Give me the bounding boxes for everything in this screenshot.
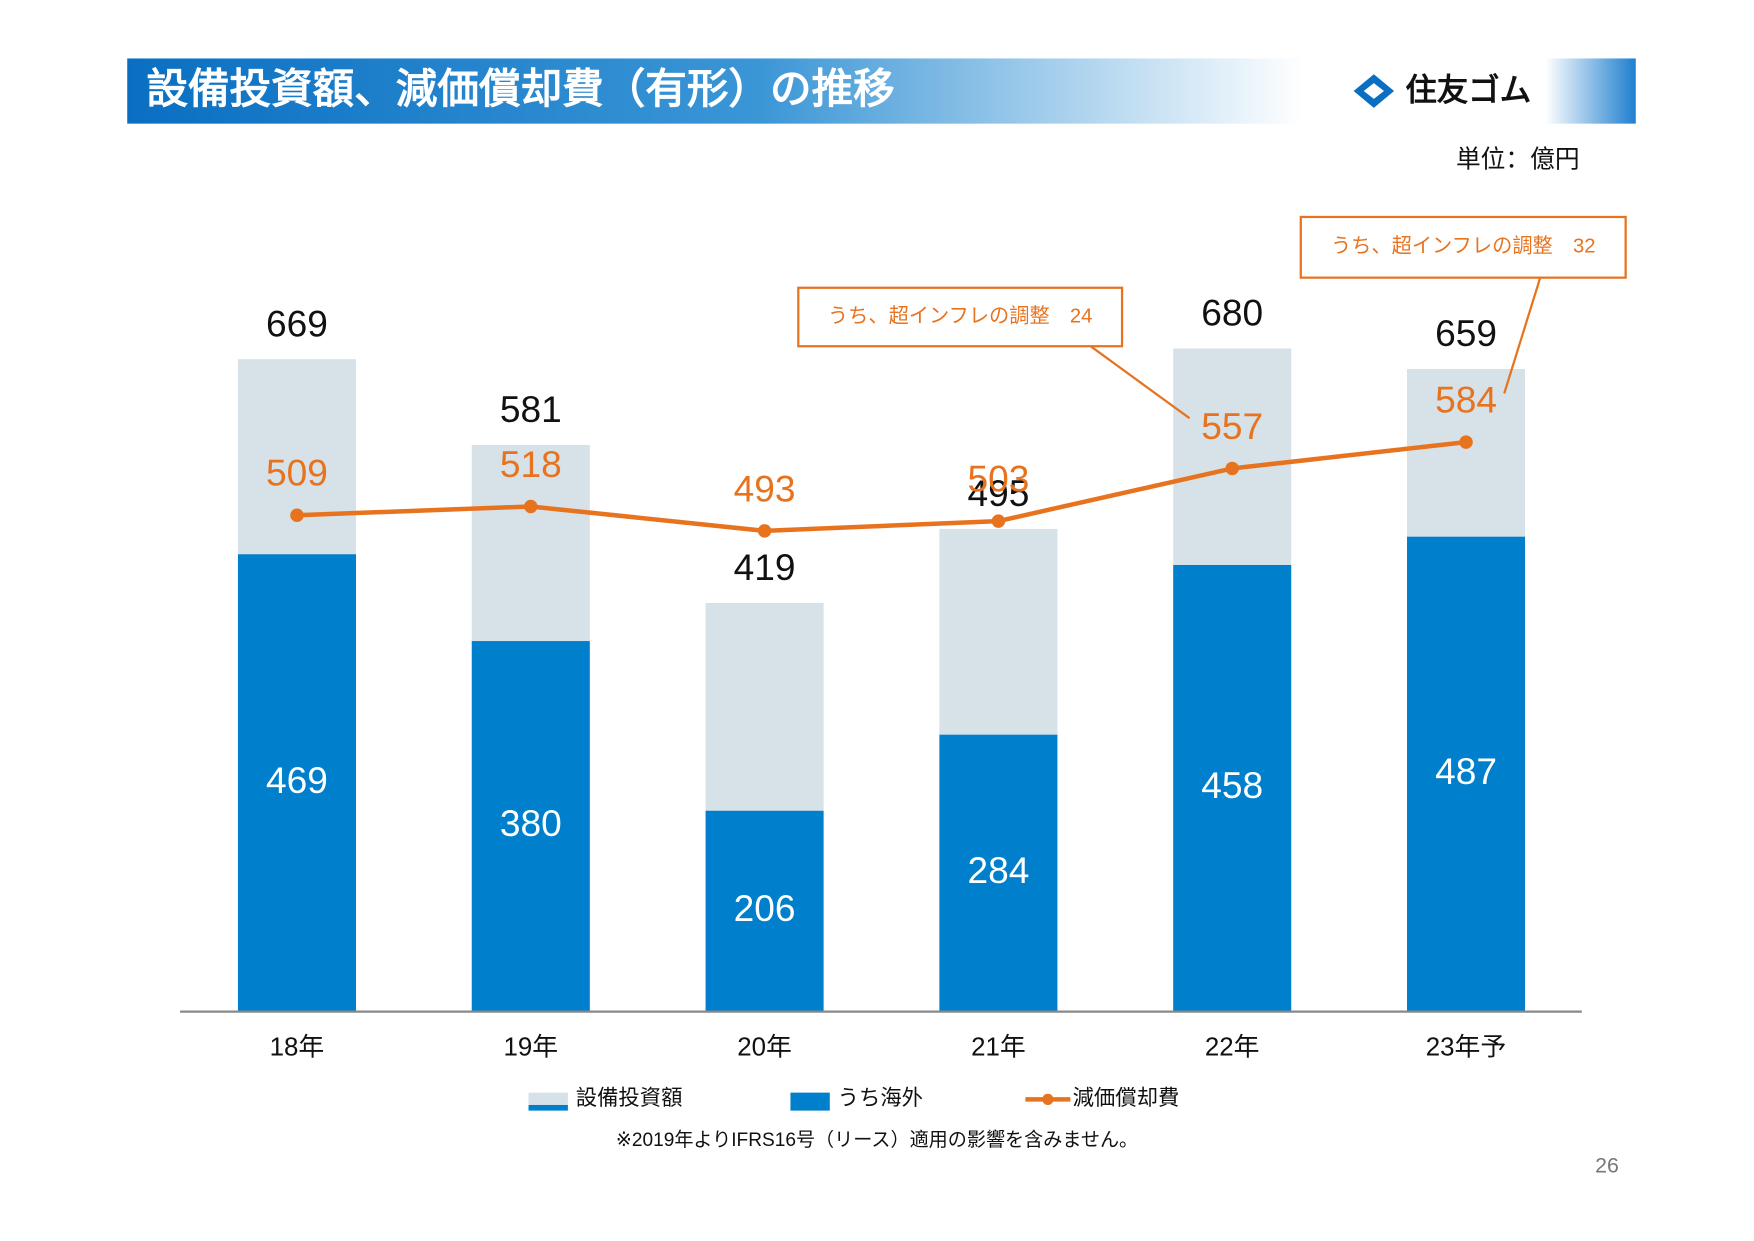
overseas-label: 284 <box>967 849 1029 891</box>
line-label: 503 <box>967 458 1029 500</box>
chart-title: 設備投資額、減価償却費（有形）の推移 <box>146 65 894 112</box>
legend-label: うち海外 <box>838 1086 923 1110</box>
legend-swatch <box>528 1104 568 1111</box>
line-point <box>1225 461 1239 476</box>
x-tick-label: 22年 <box>1205 1033 1260 1062</box>
logo-icon <box>1353 74 1395 108</box>
legend-swatch <box>1042 1093 1054 1105</box>
x-tick-label: 18年 <box>270 1033 325 1062</box>
total-label: 659 <box>1435 312 1497 354</box>
unit-label: 単位：億円 <box>1456 145 1580 173</box>
legend-swatch <box>790 1092 830 1111</box>
total-label: 669 <box>266 302 328 344</box>
x-tick-label: 19年 <box>503 1033 558 1062</box>
annotation-box <box>1299 215 1627 279</box>
annotation-leader <box>1089 345 1191 420</box>
bar <box>1407 536 1526 1012</box>
overseas-label: 469 <box>266 759 328 801</box>
bar <box>237 554 356 1012</box>
line <box>296 439 1467 534</box>
total-label: 680 <box>1201 292 1263 334</box>
line-point <box>290 508 304 522</box>
line-label: 518 <box>500 443 562 485</box>
overseas-label: 206 <box>734 887 796 929</box>
line-label: 493 <box>734 467 796 509</box>
annotation-text: うち、超インフレの調整 32 <box>1331 235 1596 258</box>
line-point <box>524 499 538 514</box>
page-number: 26 <box>1595 1153 1619 1177</box>
legend-label: 減価償却費 <box>1073 1086 1180 1110</box>
bar <box>471 641 590 1012</box>
total-label: 419 <box>734 546 796 588</box>
bar <box>705 810 824 1012</box>
line-label: 509 <box>266 452 328 494</box>
footnote: ※2019年よりIFRS16号（リース）適用の影響を含みません。 <box>616 1129 1138 1151</box>
total-label: 581 <box>500 388 562 430</box>
annotation-text: うち、超インフレの調整 24 <box>828 304 1093 327</box>
line-label: 557 <box>1201 405 1263 447</box>
bar <box>1173 564 1292 1012</box>
overseas-label: 380 <box>500 802 562 844</box>
legend-label: 設備投資額 <box>576 1086 683 1110</box>
bar <box>939 734 1058 1012</box>
x-tick-label: 20年 <box>737 1033 792 1062</box>
x-tick-label: 23年予 <box>1426 1033 1506 1062</box>
overseas-label: 458 <box>1201 764 1263 806</box>
line-point <box>991 514 1006 528</box>
line-label: 584 <box>1435 379 1497 421</box>
total-label: 495 <box>967 472 1029 514</box>
logo-text: 住友ゴム <box>1405 71 1531 107</box>
overseas-label: 487 <box>1435 750 1497 792</box>
x-tick-label: 21年 <box>971 1033 1026 1062</box>
annotation-leader <box>1503 277 1542 394</box>
line-point <box>757 524 772 538</box>
line-point <box>1459 435 1473 449</box>
annotation-box <box>797 286 1124 348</box>
